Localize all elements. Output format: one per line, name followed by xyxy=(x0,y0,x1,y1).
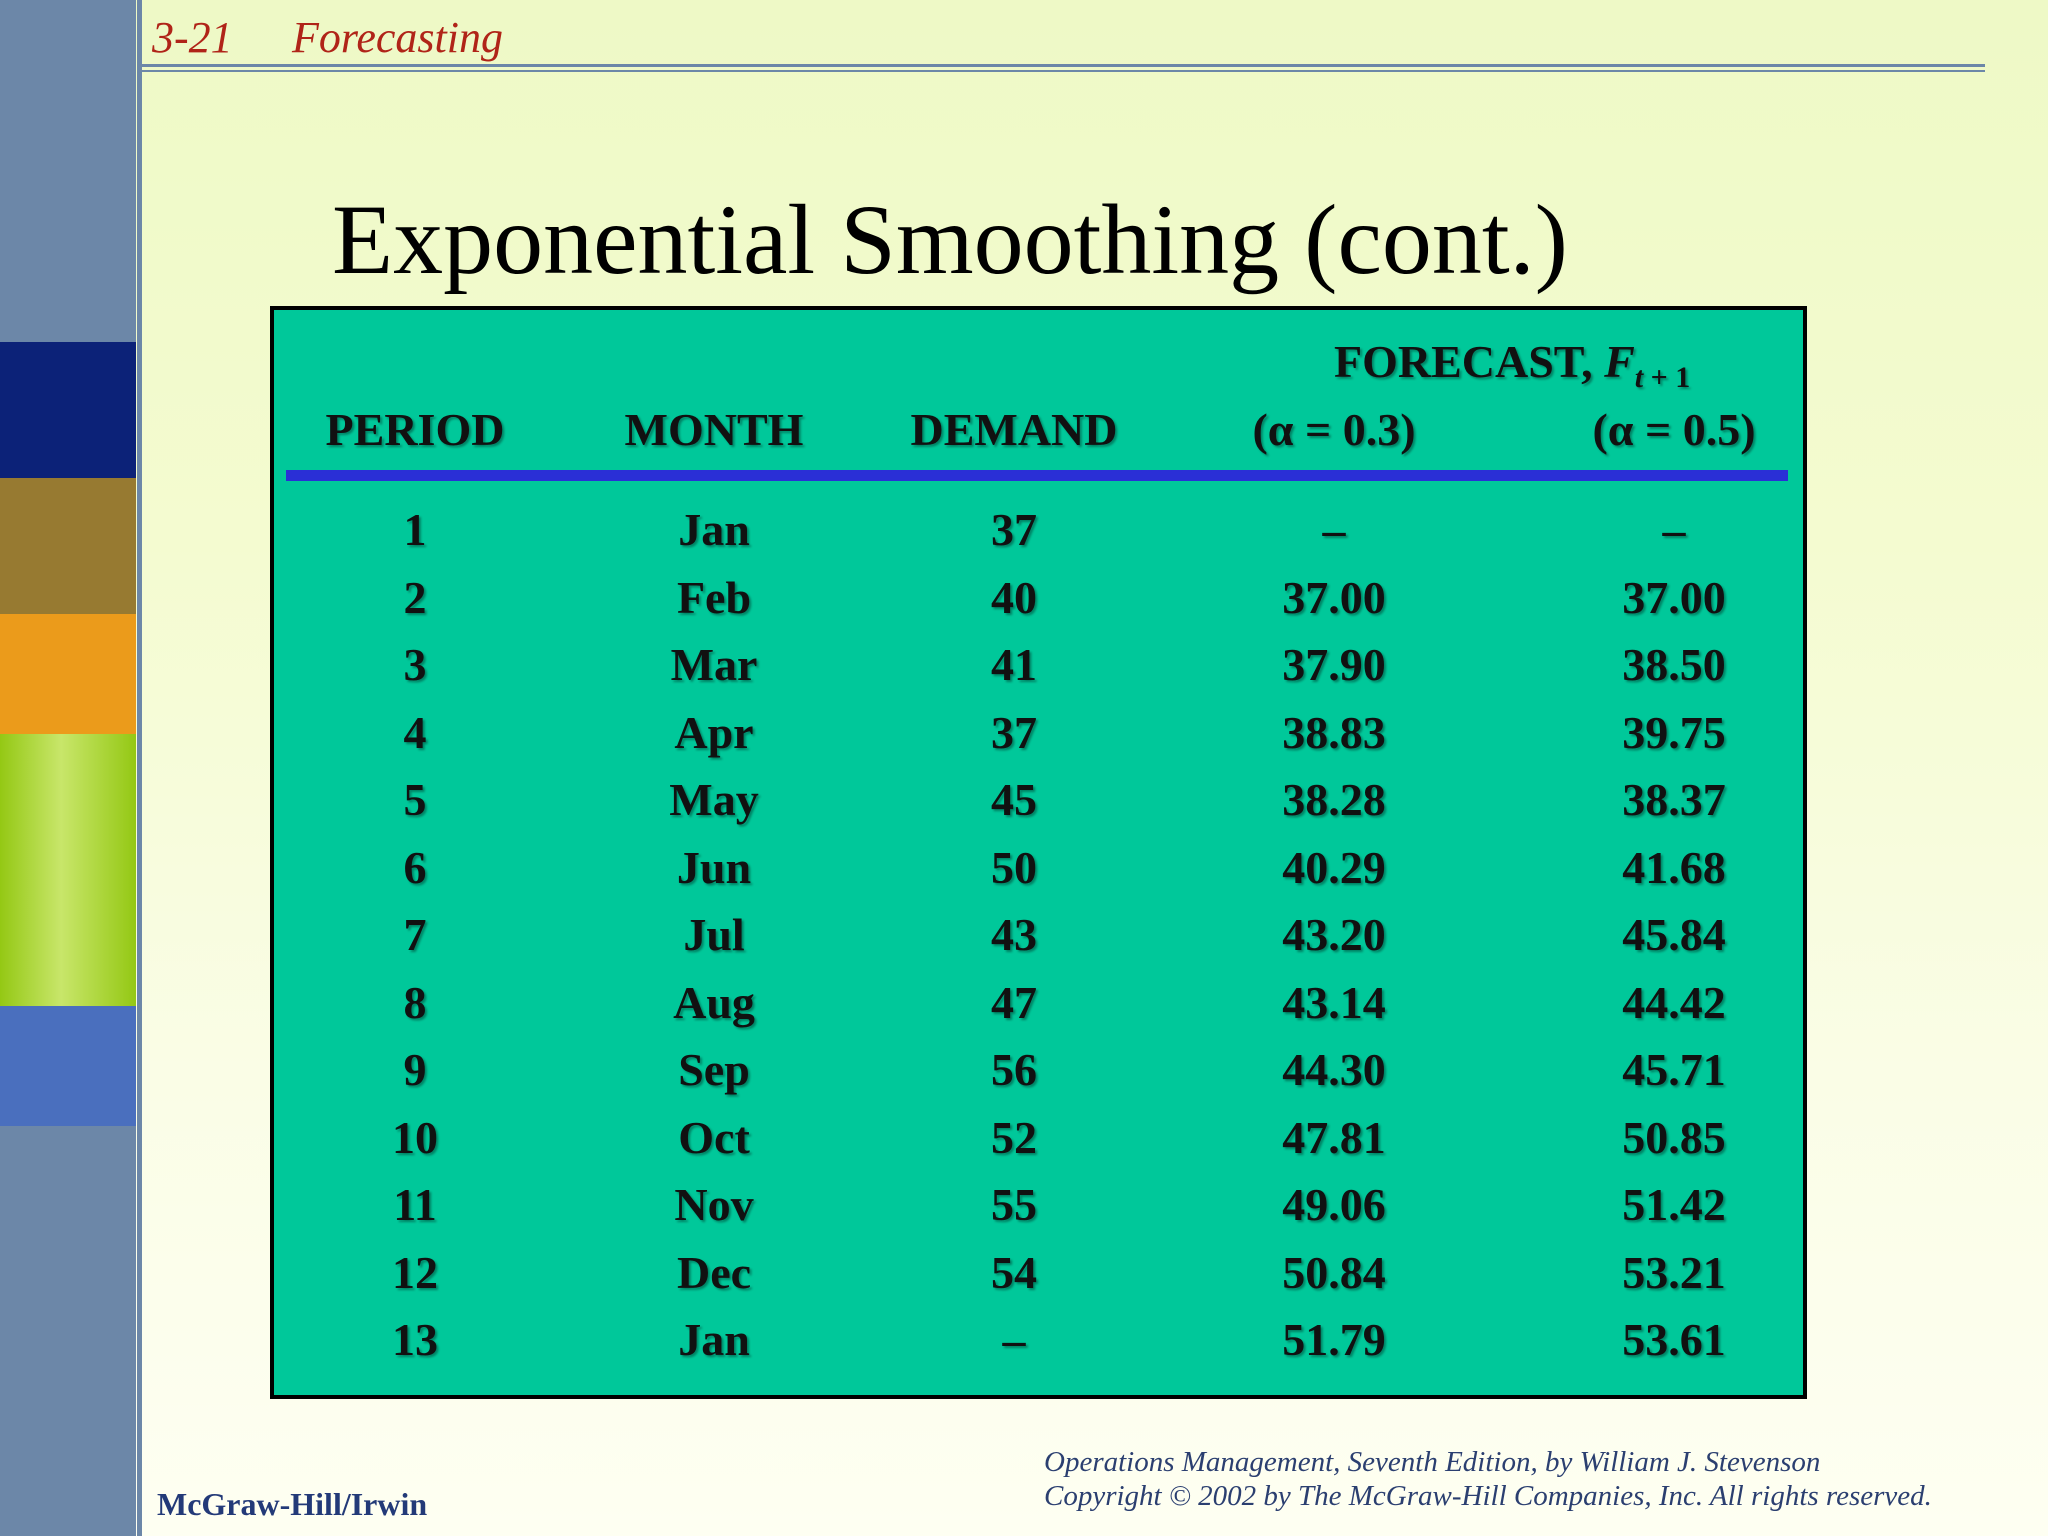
cell-month: Dec xyxy=(676,1246,752,1298)
cell-forecast-03: 44.30 xyxy=(1282,1044,1386,1095)
slide-number: 3-21 xyxy=(152,13,233,62)
cell-period: 2 xyxy=(403,571,427,623)
forecast-table: FORECAST, Ft + 1 PERIOD MONTH DEMAND (α … xyxy=(270,306,1807,1399)
cell-forecast-05: 41.68 xyxy=(1622,841,1726,893)
forecast-subscript: t + 1 xyxy=(1634,361,1691,394)
cell-month: Jul xyxy=(683,909,745,960)
cell-period: 9 xyxy=(403,1044,427,1095)
cell-month: Mar xyxy=(670,639,758,690)
cell-demand: 45 xyxy=(991,774,1037,825)
forecast-label: FORECAST, xyxy=(1334,336,1605,387)
cell-forecast-05: 38.50 xyxy=(1622,639,1726,690)
page-title: Exponential Smoothing (cont.) xyxy=(332,184,1568,295)
cell-demand: 37 xyxy=(991,504,1037,555)
copyright-line: Copyright © 2002 by The McGraw-Hill Comp… xyxy=(1044,1480,1932,1512)
forecast-group-header: FORECAST, Ft + 1 xyxy=(1334,334,1690,396)
header-alpha-03: (α = 0.3) xyxy=(1252,404,1416,455)
cell-forecast-03: 43.14 xyxy=(1282,976,1386,1028)
cell-demand: 43 xyxy=(991,909,1037,960)
sidebar-decoration xyxy=(0,0,136,1536)
cell-forecast-05: 50.85 xyxy=(1622,1111,1726,1163)
cell-forecast-03: 38.28 xyxy=(1282,774,1386,825)
cell-forecast-05: 45.84 xyxy=(1622,909,1726,960)
cell-forecast-03: – xyxy=(1322,504,1346,555)
cell-forecast-03: 40.29 xyxy=(1282,841,1386,893)
cell-demand: 40 xyxy=(991,571,1037,623)
header-alpha-05: (α = 0.5) xyxy=(1592,404,1756,455)
cell-demand: 54 xyxy=(991,1246,1037,1298)
cell-forecast-05: 53.21 xyxy=(1622,1246,1726,1298)
sidebar-block-olive xyxy=(0,478,136,614)
header-divider xyxy=(286,470,1788,481)
cell-forecast-05: 37.00 xyxy=(1622,571,1726,623)
cell-month: Feb xyxy=(676,571,752,623)
cell-month: Aug xyxy=(673,976,755,1028)
cell-period: 7 xyxy=(403,909,427,960)
cell-forecast-03: 49.06 xyxy=(1282,1179,1386,1230)
cell-forecast-03: 37.90 xyxy=(1282,639,1386,690)
sidebar-block-green xyxy=(0,734,136,1006)
publisher-label: McGraw-Hill/Irwin xyxy=(157,1486,428,1522)
cell-forecast-03: 50.84 xyxy=(1282,1246,1386,1298)
cell-forecast-03: 51.79 xyxy=(1282,1314,1386,1365)
sidebar-divider xyxy=(137,0,142,1536)
cell-demand: 55 xyxy=(991,1179,1037,1230)
cell-month: Nov xyxy=(674,1179,754,1230)
cell-period: 11 xyxy=(393,1179,437,1230)
header-rule-bottom xyxy=(142,70,1985,72)
cell-forecast-05: 45.71 xyxy=(1622,1044,1726,1095)
header-period: PERIOD xyxy=(325,404,505,455)
cell-period: 4 xyxy=(403,706,427,758)
cell-forecast-05: 39.75 xyxy=(1622,706,1726,758)
cell-demand: 56 xyxy=(991,1044,1037,1095)
book-line: Operations Management, Seventh Edition, … xyxy=(1044,1446,1821,1478)
cell-month: May xyxy=(669,774,759,825)
sidebar-block-blue xyxy=(0,1006,136,1126)
cell-forecast-03: 38.83 xyxy=(1282,706,1386,758)
cell-demand: 50 xyxy=(991,841,1037,893)
cell-month: Jan xyxy=(678,1314,750,1365)
cell-month: Oct xyxy=(678,1111,750,1163)
cell-month: Jun xyxy=(676,841,752,893)
cell-demand: 47 xyxy=(991,976,1037,1028)
copyright-notice: Operations Management, Seventh Edition, … xyxy=(1044,1445,1932,1513)
cell-demand: – xyxy=(1002,1314,1026,1365)
cell-forecast-05: 44.42 xyxy=(1622,976,1726,1028)
cell-period: 5 xyxy=(403,774,427,825)
cell-period: 8 xyxy=(403,976,427,1028)
header-rule-top xyxy=(142,64,1985,67)
cell-forecast-05: 53.61 xyxy=(1622,1314,1726,1365)
header-demand: DEMAND xyxy=(910,404,1118,455)
cell-month: Sep xyxy=(678,1044,750,1095)
cell-period: 6 xyxy=(403,841,427,893)
cell-period: 3 xyxy=(403,639,427,690)
cell-forecast-05: – xyxy=(1662,504,1686,555)
cell-forecast-03: 37.00 xyxy=(1282,571,1386,623)
cell-demand: 37 xyxy=(991,706,1037,758)
header-month: MONTH xyxy=(624,404,804,455)
cell-demand: 41 xyxy=(991,639,1037,690)
sidebar-block-orange xyxy=(0,614,136,734)
cell-period: 13 xyxy=(392,1314,438,1365)
sidebar-block-navy xyxy=(0,342,136,478)
cell-forecast-05: 51.42 xyxy=(1622,1179,1726,1230)
cell-period: 12 xyxy=(392,1246,438,1298)
cell-month: Apr xyxy=(674,706,754,758)
cell-period: 1 xyxy=(403,504,427,555)
cell-period: 10 xyxy=(392,1111,438,1163)
cell-month: Jan xyxy=(678,504,750,555)
slide-section: Forecasting xyxy=(292,13,503,62)
cell-demand: 52 xyxy=(991,1111,1037,1163)
cell-forecast-03: 47.81 xyxy=(1282,1111,1386,1163)
forecast-symbol: F xyxy=(1604,336,1635,387)
cell-forecast-05: 38.37 xyxy=(1622,774,1726,825)
cell-forecast-03: 43.20 xyxy=(1282,909,1386,960)
slide-header: 3-21 Forecasting xyxy=(152,10,503,66)
